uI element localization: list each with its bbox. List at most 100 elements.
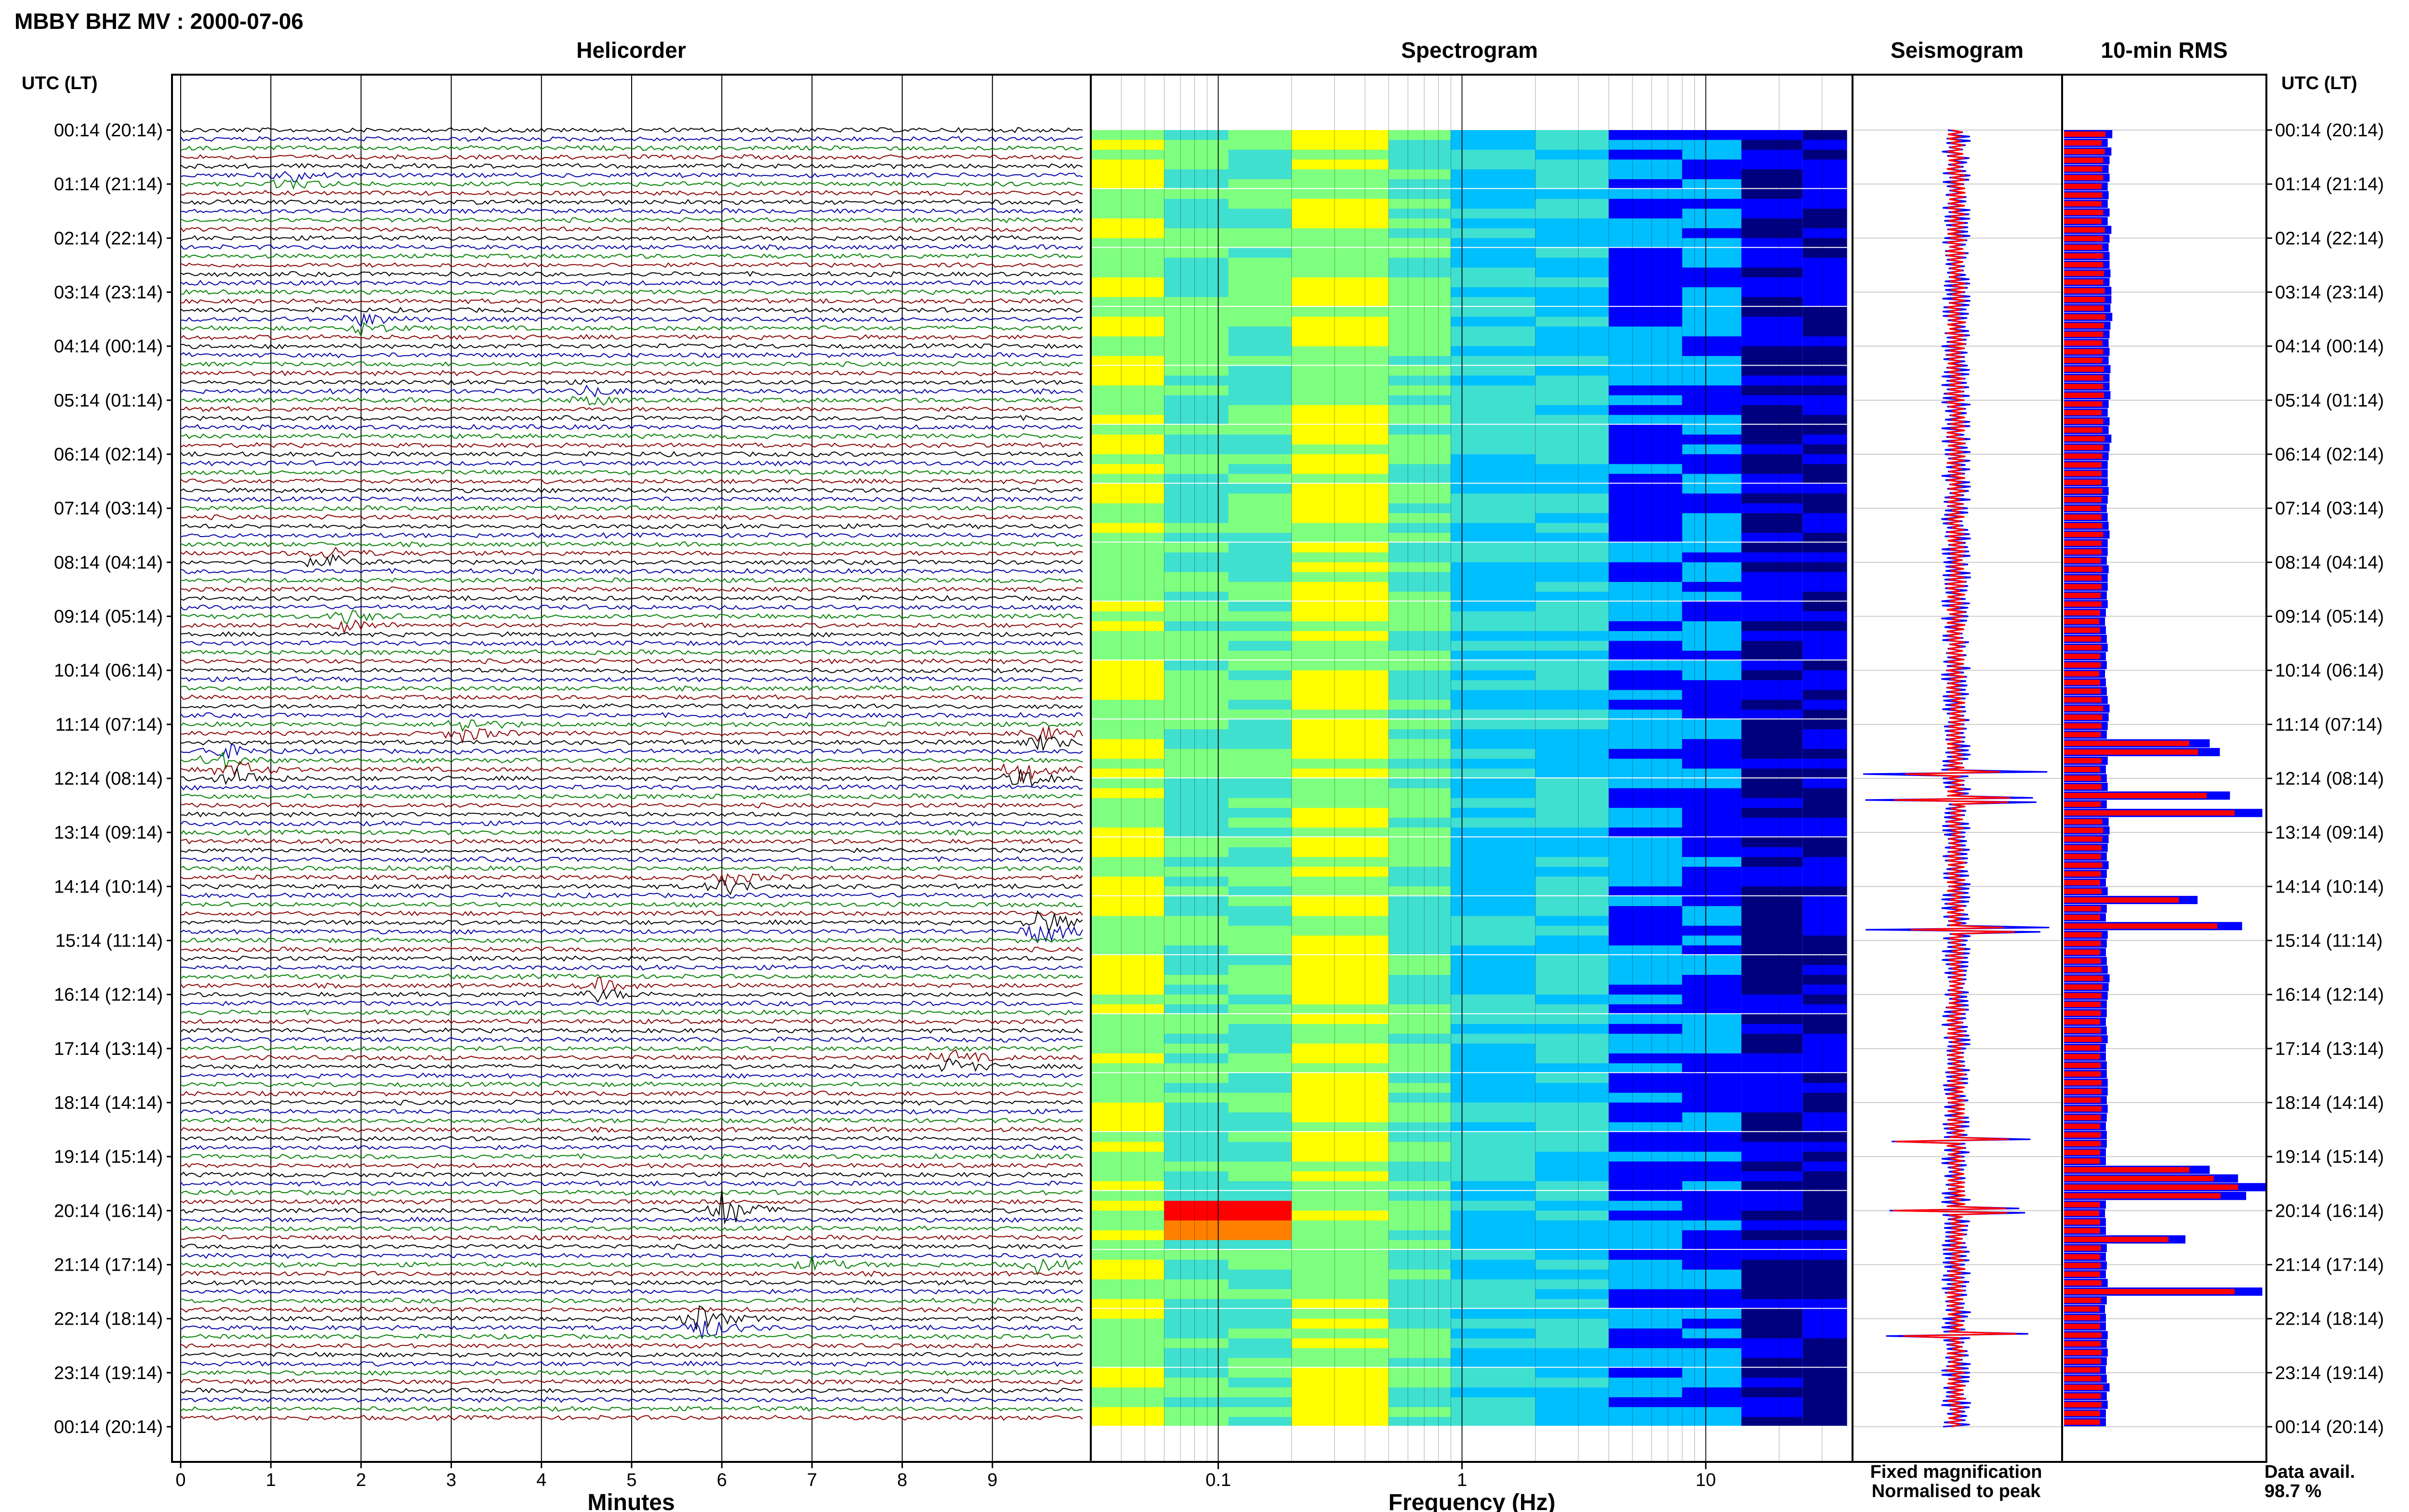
spectrogram-cell bbox=[1802, 778, 1847, 789]
spectrogram-xlabel: Frequency (Hz) bbox=[1389, 1490, 1556, 1512]
spectrogram-cell bbox=[1802, 857, 1847, 868]
spectrogram-cell bbox=[1802, 1269, 1847, 1280]
spectrogram-cell bbox=[1802, 336, 1847, 347]
spectrogram-cell bbox=[1164, 945, 1229, 956]
spectrogram-cell bbox=[1228, 945, 1292, 956]
spectrogram-cell bbox=[1802, 1043, 1847, 1054]
helicorder-trace bbox=[180, 208, 1083, 214]
spectrogram-cell bbox=[1682, 828, 1742, 838]
spectrogram-cell bbox=[1802, 759, 1847, 769]
spectrogram-cell bbox=[1802, 1014, 1847, 1025]
helicorder-trace bbox=[180, 1099, 1083, 1106]
spectrogram-cell bbox=[1164, 542, 1229, 553]
spectrogram-cell bbox=[1091, 974, 1165, 985]
seismogram-panel bbox=[1853, 129, 2062, 1428]
spectrogram-cell bbox=[1164, 307, 1229, 317]
rms-bar-normalised bbox=[2064, 949, 2100, 955]
spectrogram-cell bbox=[1451, 690, 1535, 700]
rms-bar-normalised bbox=[2064, 1254, 2100, 1260]
spectrogram-cell bbox=[1451, 1230, 1535, 1241]
spectrogram-cell bbox=[1389, 876, 1451, 887]
spectrogram-cell bbox=[1228, 287, 1292, 298]
spectrogram-cell bbox=[1164, 424, 1229, 435]
spectrogram-cell bbox=[1164, 1210, 1229, 1221]
helicorder-trace bbox=[180, 1162, 1083, 1169]
spectrogram-cell bbox=[1682, 1318, 1742, 1329]
spectrogram-cell bbox=[1389, 1338, 1451, 1349]
spectrogram-cell bbox=[1291, 1318, 1389, 1329]
spectrogram-cell bbox=[1228, 1220, 1292, 1231]
spectrogram-cell bbox=[1741, 1122, 1803, 1132]
spectrogram-cell bbox=[1091, 641, 1165, 651]
spectrogram-tick-label: 10 bbox=[1695, 1470, 1716, 1490]
spectrogram-cell bbox=[1741, 1318, 1803, 1329]
spectrogram-cell bbox=[1609, 808, 1682, 818]
spectrogram-cell bbox=[1682, 1378, 1742, 1388]
spectrogram-cell bbox=[1451, 650, 1535, 661]
spectrogram-cell bbox=[1291, 1230, 1389, 1241]
spectrogram-cell bbox=[1389, 945, 1451, 956]
spectrogram-cell bbox=[1091, 473, 1165, 484]
spectrogram-cell bbox=[1609, 1338, 1682, 1349]
spectrogram-cell bbox=[1389, 1073, 1451, 1083]
spectrogram-cell bbox=[1609, 768, 1682, 779]
spectrogram-cell bbox=[1682, 375, 1742, 386]
spectrogram-cell bbox=[1091, 513, 1165, 524]
time-label-right: 06:14 (02:14) bbox=[2275, 445, 2384, 465]
spectrogram-cell bbox=[1164, 228, 1229, 238]
spectrogram-cell bbox=[1164, 1004, 1229, 1015]
rms-bar-normalised bbox=[2064, 419, 2104, 424]
spectrogram-cell bbox=[1164, 1358, 1229, 1368]
helicorder-trace bbox=[180, 415, 1083, 421]
spectrogram-cell bbox=[1451, 670, 1535, 681]
spectrogram-cell bbox=[1389, 198, 1451, 209]
rms-bar-normalised bbox=[2064, 1393, 2101, 1399]
spectrogram-cell bbox=[1389, 1092, 1451, 1103]
spectrogram-cell bbox=[1741, 965, 1803, 975]
helicorder-trace bbox=[180, 1388, 1083, 1394]
spectrogram-cell bbox=[1291, 1083, 1389, 1093]
spectrogram-cell bbox=[1535, 1249, 1609, 1260]
spectrogram-cell bbox=[1228, 1073, 1292, 1083]
spectrogram-cell bbox=[1228, 464, 1292, 474]
spectrogram-cell bbox=[1802, 817, 1847, 828]
spectrogram-cell bbox=[1535, 955, 1609, 966]
spectrogram-cell bbox=[1609, 346, 1682, 356]
rms-bar-normalised bbox=[2064, 497, 2102, 502]
spectrogram-cell bbox=[1609, 189, 1682, 199]
spectrogram-cell bbox=[1802, 434, 1847, 445]
spectrogram-cell bbox=[1291, 366, 1389, 376]
spectrogram-cell bbox=[1741, 1034, 1803, 1044]
spectrogram-cell bbox=[1389, 130, 1451, 140]
spectrogram-cell bbox=[1535, 925, 1609, 936]
spectrogram-cell bbox=[1389, 1367, 1451, 1378]
spectrogram-cell bbox=[1228, 572, 1292, 582]
spectrogram-cell bbox=[1389, 759, 1451, 769]
spectrogram-cell bbox=[1802, 1161, 1847, 1172]
spectrogram-cell bbox=[1291, 847, 1389, 857]
spectrogram-cell bbox=[1802, 1191, 1847, 1201]
spectrogram-cell bbox=[1741, 287, 1803, 298]
spectrogram-cell bbox=[1091, 1299, 1165, 1309]
rms-bar-normalised bbox=[2064, 375, 2104, 381]
spectrogram-cell bbox=[1091, 1338, 1165, 1349]
spectrogram-cell bbox=[1802, 552, 1847, 563]
spectrogram-cell bbox=[1802, 1004, 1847, 1015]
rms-bar-normalised bbox=[2064, 584, 2102, 590]
helicorder-trace bbox=[180, 496, 1083, 502]
spectrogram-cell bbox=[1535, 1387, 1609, 1398]
spectrogram-cell bbox=[1228, 749, 1292, 759]
spectrogram-cell bbox=[1389, 159, 1451, 170]
spectrogram-cell bbox=[1389, 336, 1451, 347]
spectrogram-cell bbox=[1091, 287, 1165, 298]
spectrogram-cell bbox=[1741, 670, 1803, 681]
rms-bar-normalised bbox=[2064, 1037, 2102, 1042]
spectrogram-cell bbox=[1091, 1358, 1165, 1368]
spectrogram-cell bbox=[1682, 1240, 1742, 1250]
helicorder-trace bbox=[180, 1118, 1083, 1124]
helicorder-trace bbox=[180, 856, 1083, 863]
spectrogram-cell bbox=[1389, 287, 1451, 298]
spectrogram-cell bbox=[1389, 935, 1451, 946]
spectrogram-cell bbox=[1164, 1112, 1229, 1123]
spectrogram-cell bbox=[1609, 1378, 1682, 1388]
